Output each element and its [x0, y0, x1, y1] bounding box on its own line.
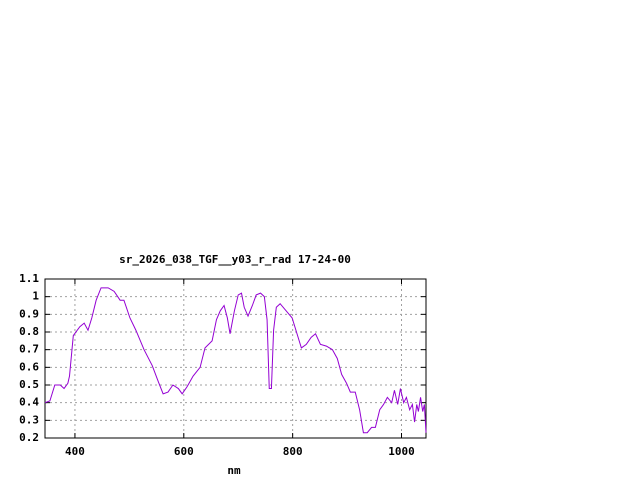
x-tick-label: 800 — [283, 445, 303, 458]
x-tick-label: 1000 — [388, 445, 415, 458]
x-axis-label: nm — [227, 464, 241, 477]
y-tick-label: 0.4 — [19, 396, 39, 409]
chart-title: sr_2026_038_TGF__y03_r_rad 17-24-00 — [119, 253, 351, 266]
y-tick-label: 0.3 — [19, 413, 39, 426]
x-tick-label: 400 — [65, 445, 85, 458]
y-tick-label: 0.6 — [19, 360, 39, 373]
y-tick-label: 0.7 — [19, 343, 39, 356]
y-tick-label: 1.1 — [19, 272, 39, 285]
y-tick-label: 1 — [32, 290, 39, 303]
x-tick-label: 600 — [174, 445, 194, 458]
y-tick-label: 0.2 — [19, 431, 39, 444]
plot-frame — [44, 278, 427, 439]
y-tick-label: 0.5 — [19, 378, 39, 391]
data-line — [44, 287, 427, 434]
y-tick-label: 0.8 — [19, 325, 39, 338]
y-tick-label: 0.9 — [19, 307, 39, 320]
